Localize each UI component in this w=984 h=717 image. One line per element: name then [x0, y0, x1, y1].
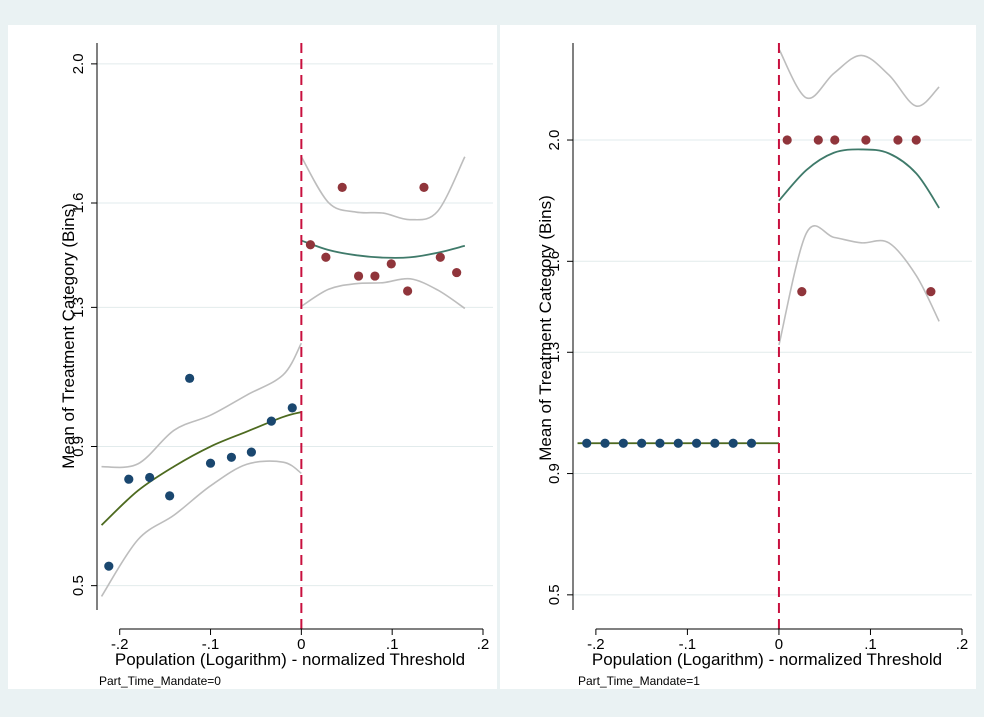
- data-point-below: [673, 438, 683, 448]
- ci-upper-below: [101, 342, 303, 469]
- fit-lines: [100, 239, 466, 526]
- data-point-above: [797, 287, 807, 297]
- confidence-bands: [100, 156, 466, 597]
- x-tick-label: .1: [386, 636, 399, 653]
- panel-background: [500, 25, 976, 689]
- data-point-above: [419, 182, 429, 192]
- grid-lines: [97, 63, 493, 587]
- x-tick-label: -.2: [111, 636, 129, 653]
- data-point-below: [124, 474, 134, 484]
- fit-line-above: [301, 239, 466, 259]
- data-point-above: [452, 267, 462, 278]
- data-point-above: [353, 271, 364, 281]
- data-point-above: [370, 271, 380, 281]
- ci-lower-above: [778, 225, 940, 346]
- y-tick-label: 2.0: [70, 53, 87, 74]
- data-points: [582, 135, 936, 448]
- panel-caption: Part_Time_Mandate=1: [578, 674, 700, 688]
- panel-part-time-mandate-0: 0.5 0.9 1.3 1.6 2.0 -.2 -.1 0 .1 .2 Mean of Treat…: [8, 25, 497, 689]
- y-tick-label: 0.5: [546, 584, 563, 605]
- data-point-above: [926, 287, 936, 297]
- ci-lower-above: [300, 277, 466, 310]
- data-point-below: [185, 373, 195, 383]
- data-point-above: [386, 259, 396, 269]
- tick-labels: 0.5 0.9 1.3 1.6 2.0 -.2 -.1 0 .1 .2: [70, 53, 489, 653]
- data-point-below: [746, 438, 757, 448]
- data-point-below: [728, 438, 738, 448]
- data-point-below: [600, 438, 610, 448]
- data-point-above: [813, 135, 823, 145]
- data-point-above: [830, 135, 840, 145]
- ci-upper-above: [778, 48, 940, 107]
- data-point-below: [710, 438, 720, 448]
- data-point-above: [861, 135, 871, 145]
- x-tick-label: .1: [864, 636, 877, 653]
- data-point-below: [582, 438, 592, 448]
- data-point-below: [655, 438, 665, 448]
- panel-part-time-mandate-1: 0.5 0.9 1.3 1.6 2.0 -.2 -.1 0 .1 .2 Mean of Treat…: [500, 25, 976, 689]
- x-tick-label: 0: [297, 636, 305, 653]
- y-tick-label: 1.3: [70, 297, 87, 318]
- x-tick-label: -.1: [202, 636, 220, 653]
- data-point-above: [321, 252, 331, 262]
- panel-background: [8, 25, 497, 689]
- data-point-below: [266, 416, 276, 426]
- data-point-below: [104, 561, 114, 571]
- y-tick-label: 0.5: [70, 575, 87, 596]
- x-axis-title: Population (Logarithm) - normalized Thre…: [592, 650, 942, 669]
- fit-line-above: [778, 148, 940, 209]
- axes: [91, 43, 484, 635]
- x-tick-label: .2: [956, 636, 969, 653]
- data-point-below: [165, 491, 175, 501]
- y-tick-label: 0.9: [546, 463, 563, 484]
- data-point-below: [246, 447, 256, 457]
- axes: [567, 43, 963, 635]
- panel-caption: Part_Time_Mandate=0: [99, 674, 221, 688]
- ci-lower-below: [100, 460, 302, 597]
- y-tick-label: 2.0: [546, 130, 563, 151]
- x-tick-label: .2: [477, 636, 490, 653]
- grid-lines: [573, 139, 972, 596]
- y-tick-label: 0.9: [70, 436, 87, 457]
- tick-labels: 0.5 0.9 1.3 1.6 2.0 -.2 -.1 0 .1 .2: [546, 130, 968, 653]
- y-axis-title: Mean of Treatment Category (Bins): [59, 203, 78, 469]
- y-tick-label: 1.3: [546, 342, 563, 363]
- data-point-below: [205, 458, 216, 468]
- data-point-below: [226, 452, 237, 462]
- data-point-above: [893, 135, 903, 145]
- y-tick-label: 1.6: [546, 251, 563, 272]
- data-point-above: [435, 252, 445, 262]
- x-tick-label: 0: [775, 636, 783, 653]
- data-point-above: [782, 135, 792, 145]
- data-point-below: [637, 438, 647, 448]
- x-tick-label: -.2: [587, 636, 605, 653]
- ci-upper-above: [300, 156, 466, 221]
- data-points: [104, 182, 462, 571]
- data-point-below: [287, 403, 297, 413]
- data-point-below: [618, 438, 628, 448]
- data-point-above: [337, 182, 347, 192]
- data-point-above: [911, 135, 921, 145]
- y-axis-title: Mean of Treatment Category (Bins): [536, 195, 555, 461]
- x-axis-title: Population (Logarithm) - normalized Thre…: [115, 650, 465, 669]
- data-point-above: [403, 286, 413, 296]
- fit-line-below: [100, 411, 302, 526]
- data-point-above: [305, 240, 316, 250]
- x-tick-label: -.1: [679, 636, 697, 653]
- data-point-below: [691, 438, 702, 448]
- y-tick-label: 1.6: [70, 193, 87, 214]
- data-point-below: [145, 472, 155, 483]
